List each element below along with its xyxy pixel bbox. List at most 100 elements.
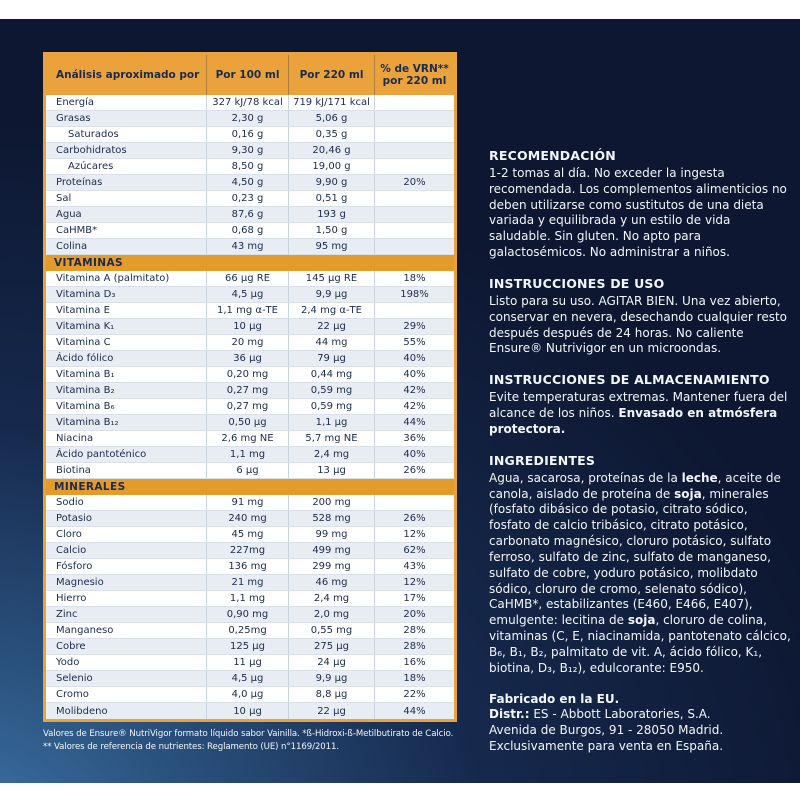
table-row: Proteínas 4,50 g 9,90 g 20% [46,175,454,191]
cell-vrn: 20% [374,607,454,622]
cell-vrn [374,223,454,238]
column-header-per-100ml: Por 100 ml [206,55,288,95]
table-row: Vitamina B₁ 0,20 mg 0,44 mg 40% [46,367,454,383]
cell-per-220ml: 275 µg [288,639,374,654]
cell-per-100ml: 136 mg [206,559,288,574]
cell-label: Saturados [68,129,119,140]
table-row: Sal 0,23 g 0,51 g [46,191,454,207]
cell-per-100ml: 0,68 g [206,223,288,238]
cell-per-100ml: 125 µg [206,639,288,654]
cell-per-100ml: 4,5 µg [206,671,288,686]
cell-vrn [374,143,454,158]
cell-per-100ml: 4,0 µg [206,687,288,702]
cell-label: Molibdeno [56,705,108,717]
cell-per-220ml: 22 µg [288,319,374,334]
cell-per-100ml: 66 µg RE [206,271,288,286]
table-row: Grasas 2,30 g 5,06 g [46,111,454,127]
cell-vrn: 55% [374,335,454,350]
cell-per-220ml: 2,0 mg [288,607,374,622]
cell-label: Niacina [56,433,94,444]
table-row: Vitamina B₁₂ 0,50 µg 1,1 µg 44% [46,415,454,431]
cell-label: Proteínas [56,177,103,188]
cell-per-220ml: 2,4 mg [288,591,374,606]
table-row: Hierro 1,1 mg 2,4 mg 17% [46,591,454,607]
cell-label: Biotina [56,465,91,476]
cell-per-100ml: 227mg [206,543,288,558]
table-row: Azúcares 8,50 g 19,00 g [46,159,454,175]
cell-label: Selenio [56,673,93,684]
cell-vrn [374,207,454,222]
cell-label: Vitamina B₁₂ [56,417,119,428]
cell-per-100ml: 1,1 mg [206,447,288,462]
cell-label: Yodo [56,657,80,668]
info-panel: RECOMENDACIÓN 1-2 tomas al día. No exced… [489,148,792,770]
cell-label: Sodio [56,497,84,508]
cell-per-100ml: 21 mg [206,575,288,590]
cell-vrn: 16% [374,655,454,670]
cell-vrn [374,95,454,110]
cell-label: Colina [56,241,88,252]
section-instrucciones-almacenamiento: INSTRUCCIONES DE ALMACENAMIENTO Evite te… [489,372,792,437]
cell-vrn: 198% [374,287,454,302]
cell-label: Vitamina C [56,337,111,348]
cell-vrn: 42% [374,383,454,398]
section-header-minerales: MINERALES [46,479,454,495]
cell-per-100ml: 1,1 mg [206,591,288,606]
section-instrucciones-uso: INSTRUCCIONES DE USO Listo para su uso. … [489,276,792,357]
cell-vrn: 43% [374,559,454,574]
cell-per-100ml: 0,27 mg [206,383,288,398]
table-row: Agua 87,6 g 193 g [46,207,454,223]
cell-per-100ml: 1,1 mg α-TE [206,303,288,318]
cell-label: Manganeso [56,625,114,636]
cell-label: Ácido fólico [56,353,114,364]
cell-per-100ml: 87,6 g [206,207,288,222]
cell-label: Vitamina B₂ [56,385,115,396]
cell-per-220ml: 13 µg [288,463,374,478]
table-row: Manganeso 0,25mg 0,55 mg 28% [46,623,454,639]
cell-label: Fósforo [56,561,93,572]
column-header-analysis: Análisis aproximado por [56,68,200,81]
cell-per-220ml: 0,59 mg [288,383,374,398]
cell-label: Vitamina B₁ [56,369,115,380]
table-row: Saturados 0,16 g 0,35 g [46,127,454,143]
cell-label: Sal [56,193,72,204]
cell-vrn: 18% [374,671,454,686]
cell-vrn [374,111,454,126]
cell-per-100ml: 0,23 g [206,191,288,206]
table-row: Magnesio 21 mg 46 mg 12% [46,575,454,591]
cell-vrn: 22% [374,687,454,702]
section-heading: RECOMENDACIÓN [489,148,616,163]
cell-per-220ml: 5,7 mg NE [288,431,374,446]
cell-vrn: 36% [374,431,454,446]
table-row: Calcio 227mg 499 mg 62% [46,543,454,559]
nutrition-table: Análisis aproximado por Por 100 ml Por 2… [43,52,457,722]
cell-per-100ml: 8,50 g [206,159,288,174]
cell-per-100ml: 0,16 g [206,127,288,142]
cell-per-220ml: 44 mg [288,335,374,350]
cell-per-220ml: 95 mg [288,239,374,254]
table-row: Selenio 4,5 µg 9,9 µg 18% [46,671,454,687]
cell-label: Hierro [56,593,87,604]
cell-per-220ml: 299 mg [288,559,374,574]
table-row: Cloro 45 mg 99 mg 12% [46,527,454,543]
footnote-line-2: ** Valores de referencia de nutrientes: … [43,742,339,753]
cell-vrn: 44% [374,415,454,430]
cell-vrn [374,303,454,318]
cell-vrn [374,495,454,510]
cell-per-220ml: 2,4 mg α-TE [288,303,374,318]
cell-label: Vitamina D₃ [56,289,116,300]
table-row: Zinc 0,90 mg 2,0 mg 20% [46,607,454,623]
cell-per-100ml: 4,50 g [206,175,288,190]
cell-per-220ml: 0,59 mg [288,399,374,414]
cell-per-220ml: 9,9 µg [288,287,374,302]
cell-per-100ml: 45 mg [206,527,288,542]
cell-per-220ml: 19,00 g [288,159,374,174]
cell-per-220ml: 20,46 g [288,143,374,158]
cell-per-100ml: 4,5 µg [206,287,288,302]
section-header-vitaminas: VITAMINAS [46,255,454,271]
cell-label: Zinc [56,609,78,620]
cell-per-220ml: 46 mg [288,575,374,590]
cell-per-220ml: 9,9 µg [288,671,374,686]
cell-vrn: 26% [374,463,454,478]
cell-per-220ml: 0,51 g [288,191,374,206]
